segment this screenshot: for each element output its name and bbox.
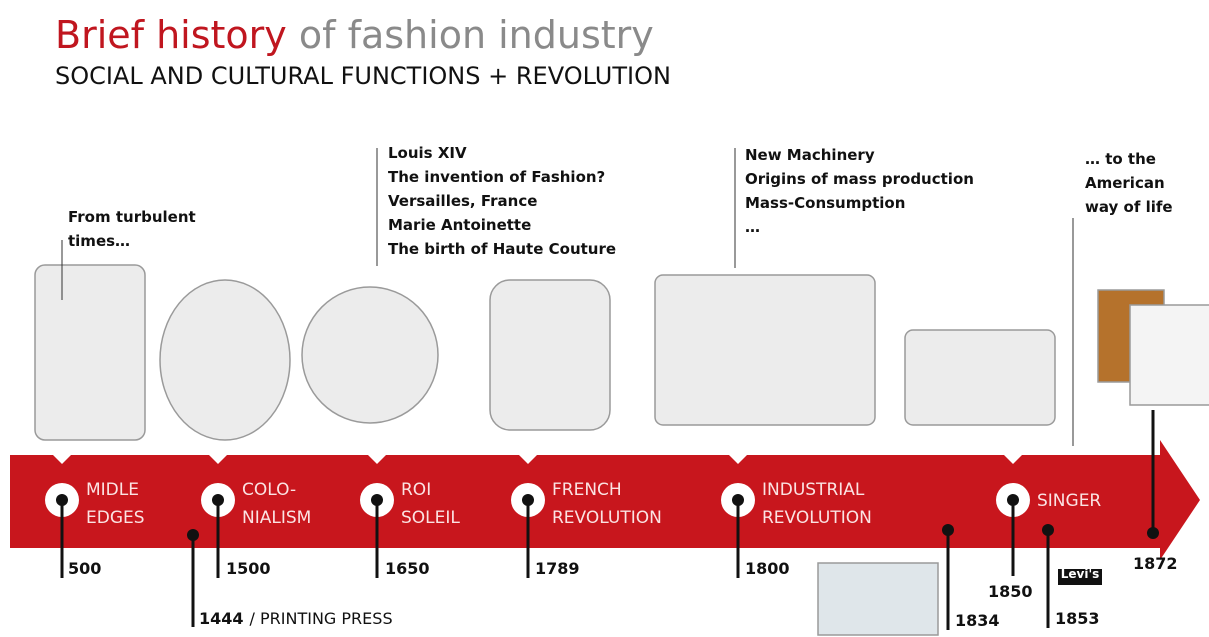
annotation-line: Marie Antoinette [388,216,531,234]
store-image [818,563,938,635]
year-dot [1042,524,1054,536]
era-label: SINGER [1037,491,1101,511]
year-label: 1650 [385,559,430,578]
year-dot [1147,527,1159,539]
annotation-line: way of life [1085,198,1173,216]
era-label-line: ROI [401,480,431,500]
brand-logo-text: Levi's [1061,567,1100,581]
annotation-line: The birth of Haute Couture [388,240,616,258]
year: 1789 [535,559,580,578]
year: 1834 [955,611,1000,630]
locomotive-image [655,275,875,425]
era-label-line: FRENCH [552,480,622,500]
era-label-line: EDGES [86,508,145,528]
year: 1650 [385,559,430,578]
sewing-machine-image [905,330,1055,425]
year-dot [187,529,199,541]
year-label: 1872 [1133,554,1178,573]
year-label: 1789 [535,559,580,578]
annotation-line: Louis XIV [388,144,467,162]
era-label-line: NIALISM [242,508,311,528]
year-label: 1850 [988,582,1033,601]
year: 1853 [1055,609,1100,628]
knight-image [35,265,145,440]
era-label-line: SINGER [1037,491,1101,511]
year-label: 1444 / PRINTING PRESS [199,609,393,628]
era-label-line: REVOLUTION [552,508,662,528]
annotation-line: … to the [1085,150,1156,168]
annotation-line: Origins of mass production [745,170,974,188]
year-label: 500 [68,559,101,578]
annotation-line: American [1085,174,1165,192]
slide: Brief history of fashion industry SOCIAL… [0,0,1209,637]
annotation-line: The invention of Fashion? [388,168,605,186]
year-dot [942,524,954,536]
era-label-line: MIDLE [86,480,139,500]
era-label-line: SOLEIL [401,508,460,528]
year: 1500 [226,559,271,578]
illustrations [35,265,1209,635]
year-label: 1853 [1055,609,1100,628]
title-rest: of fashion industry [299,13,654,57]
annotation: New Machinery Origins of mass production M… [745,146,974,236]
sun-king-image [302,287,438,423]
annotation-line: times… [68,232,130,250]
annotation-line: … [745,218,760,236]
year: 1850 [988,582,1033,601]
title-main: Brief history [55,13,287,57]
annotation: Louis XIV The invention of Fashion? Versai… [388,144,616,258]
era-label-line: COLO- [242,480,296,500]
year-label: 1500 [226,559,271,578]
year: 1444 [199,609,244,628]
year-note: / PRINTING PRESS [250,609,393,628]
annotation-line: From turbulent [68,208,196,226]
annotation-line: Versailles, France [388,192,537,210]
annotation: From turbulent times… [68,208,196,250]
year: 500 [68,559,101,578]
title: Brief history of fashion industry [55,13,654,57]
era-label-line: INDUSTRIAL [762,480,865,500]
catalog-page-image [1130,305,1209,405]
year: 1872 [1133,554,1178,573]
year: 1800 [745,559,790,578]
columbus-image [160,280,290,440]
era-label-line: REVOLUTION [762,508,872,528]
annotation: … to the American way of life [1085,150,1173,216]
annotation-line: New Machinery [745,146,875,164]
year-label: 1834 [955,611,1000,630]
subtitle: SOCIAL AND CULTURAL FUNCTIONS + REVOLUTI… [55,62,671,90]
revolution-image [490,280,610,430]
year-label: 1800 [745,559,790,578]
annotation-line: Mass-Consumption [745,194,905,212]
